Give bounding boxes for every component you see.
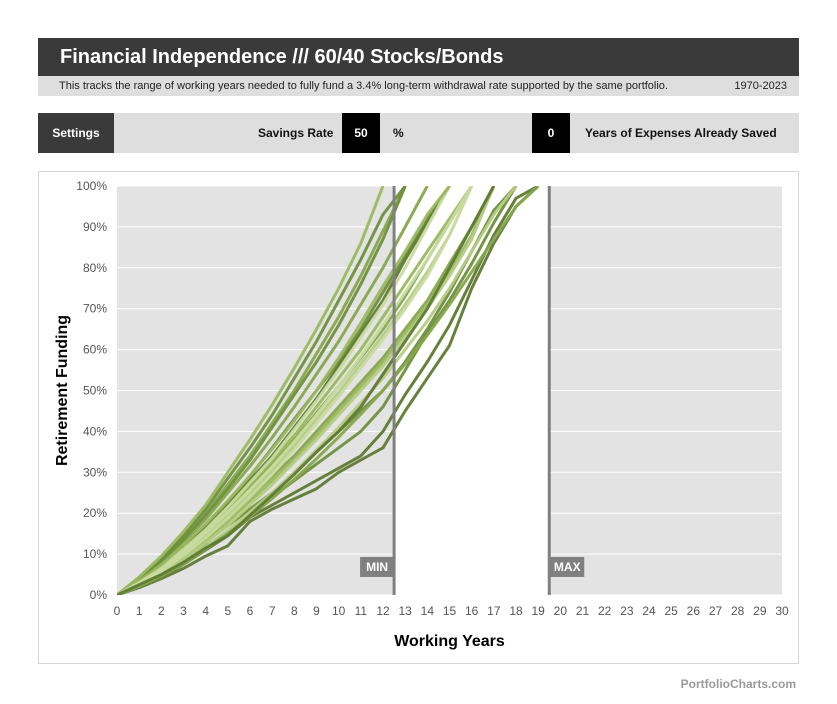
x-tick-label: 2	[158, 604, 165, 618]
x-tick-label: 3	[180, 604, 187, 618]
x-tick-label: 18	[509, 604, 523, 618]
x-tick-label: 28	[731, 604, 745, 618]
source-credit[interactable]: PortfolioCharts.com	[680, 677, 796, 691]
y-tick-label: 10%	[83, 547, 107, 561]
x-tick-label: 0	[114, 604, 121, 618]
x-tick-label: 23	[620, 604, 634, 618]
y-axis-ticks: 0% 10% 20% 30% 40% 50% 60% 70% 80% 90% 100%	[76, 179, 107, 602]
marker-badge-max	[550, 557, 585, 577]
series-line-17	[117, 186, 474, 595]
x-axis-ticks: 0 1 2 3 4 5 6 7 8 9 10 11 12 13 14 15 16 17 18 19 20 21 22 23 24…	[114, 604, 789, 618]
x-tick-label: 6	[247, 604, 254, 618]
x-tick-label: 12	[376, 604, 390, 618]
x-tick-label: 1	[136, 604, 143, 618]
y-tick-label: 50%	[83, 384, 107, 398]
settings-button[interactable]: Settings	[38, 113, 114, 153]
y-tick-label: 60%	[83, 343, 107, 357]
x-tick-label: 14	[421, 604, 435, 618]
chart-frame: MIN MAX 0% 10% 20% 30% 40% 50% 60% 70% 80% 90% 100%…	[38, 171, 799, 664]
marker-badge-min	[360, 557, 395, 577]
x-tick-label: 4	[202, 604, 209, 618]
x-tick-label: 8	[291, 604, 298, 618]
savings-rate-unit: %	[393, 126, 404, 140]
x-tick-label: 20	[554, 604, 568, 618]
x-tick-label: 11	[355, 604, 368, 618]
subtitle-bar: This tracks the range of working years n…	[38, 76, 799, 96]
years-saved-input[interactable]: 0	[532, 113, 570, 153]
x-tick-label: 7	[269, 604, 276, 618]
series-line-23	[117, 186, 496, 595]
y-tick-label: 40%	[83, 424, 107, 438]
x-tick-label: 9	[313, 604, 320, 618]
x-tick-label: 24	[642, 604, 656, 618]
series-line-14	[117, 186, 385, 595]
y-tick-label: 100%	[76, 179, 107, 193]
y-tick-label: 20%	[83, 506, 107, 520]
y-tick-label: 0%	[90, 588, 108, 602]
settings-bar: Settings Savings Rate 50 % 0 Years of Ex…	[38, 113, 799, 153]
x-axis-label: Working Years	[394, 633, 505, 650]
title-bar: Financial Independence /// 60/40 Stocks/…	[38, 38, 799, 76]
x-tick-label: 25	[664, 604, 678, 618]
years-saved-label: Years of Expenses Already Saved	[585, 126, 777, 140]
x-tick-label: 10	[332, 604, 346, 618]
series-line-0	[117, 186, 540, 595]
y-axis-label: Retirement Funding	[54, 315, 71, 466]
marker-label-max: MAX	[554, 560, 581, 574]
x-tick-label: 17	[487, 604, 501, 618]
x-tick-label: 19	[531, 604, 545, 618]
series-line-22	[117, 186, 473, 595]
x-tick-label: 29	[753, 604, 767, 618]
y-tick-label: 80%	[83, 261, 107, 275]
min-max-markers: MIN MAX	[360, 186, 585, 595]
x-tick-label: 5	[224, 604, 231, 618]
savings-rate-label: Savings Rate	[258, 126, 334, 140]
y-tick-label: 70%	[83, 302, 107, 316]
x-tick-label: 27	[709, 604, 723, 618]
y-tick-label: 90%	[83, 220, 107, 234]
y-tick-label: 30%	[83, 465, 107, 479]
page-title: Financial Independence /// 60/40 Stocks/…	[60, 46, 504, 68]
fi-line-chart: MIN MAX 0%10%20%30%40%50%60%70%80%90%100%…	[54, 179, 789, 650]
series-line-13	[117, 186, 407, 595]
marker-label-min: MIN	[366, 560, 388, 574]
date-range: 1970-2023	[734, 80, 787, 92]
savings-rate-input[interactable]: 50	[342, 113, 380, 153]
x-tick-label: 30	[775, 604, 789, 618]
x-tick-label: 15	[443, 604, 457, 618]
x-tick-label: 21	[576, 604, 590, 618]
x-tick-label: 16	[465, 604, 479, 618]
x-tick-label: 26	[687, 604, 701, 618]
x-tick-label: 13	[398, 604, 412, 618]
chart-description: This tracks the range of working years n…	[59, 80, 668, 92]
series-line-12	[117, 186, 407, 595]
x-tick-label: 22	[598, 604, 612, 618]
